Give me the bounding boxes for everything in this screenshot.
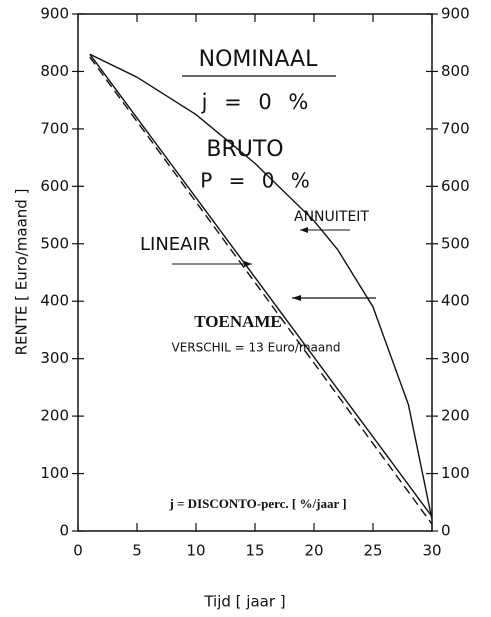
y-tick-label: 800 [40,62,69,80]
y2-tick-label: 200 [441,407,470,425]
annotation: LINEAIR [140,234,210,255]
y-tick-label: 600 [40,177,69,195]
annotation: VERSCHIL = 13 Euro/maand [171,341,340,355]
y2-tick-label: 0 [441,522,451,540]
y-tick-label: 300 [40,349,69,367]
y-tick-label: 700 [40,119,69,137]
y-axis-label: RENTE [ Euro/maand ] [13,189,31,356]
y-tick-label: 0 [59,522,69,540]
y2-tick-label: 100 [441,464,470,482]
x-tick-label: 20 [304,542,323,560]
y-tick-label: 900 [40,5,69,23]
x-axis-label: Tijd [ jaar ] [203,593,285,611]
annotation: P = 0 % [200,169,310,193]
annotation: j = 0 % [201,90,309,114]
y2-tick-label: 400 [441,292,470,310]
annotation: ANNUITEIT [294,209,369,225]
y2-tick-label: 500 [441,234,470,252]
y-tick-label: 500 [40,234,69,252]
annotation: BRUTO [206,137,283,162]
annotation: NOMINAAL [199,47,318,72]
line-solid [89,53,433,518]
y-tick-label: 100 [40,464,69,482]
y2-tick-label: 800 [441,62,470,80]
annotation: j = DISCONTO-perc. [ %/jaar ] [168,496,346,511]
x-tick-label: 25 [363,542,382,560]
y2-tick-label: 600 [441,177,470,195]
arrow-head [292,295,301,301]
x-tick-label: 15 [245,542,264,560]
arrow-head [300,227,308,233]
y2-tick-label: 900 [441,5,470,23]
y2-tick-label: 700 [441,119,470,137]
y-tick-label: 200 [40,407,69,425]
line-dashed [89,56,433,525]
arrow-head [244,261,252,267]
y2-tick-label: 300 [441,349,470,367]
annotation: TOENAME [194,312,282,331]
x-tick-label: 10 [186,542,205,560]
x-tick-label: 5 [132,542,142,560]
line-solid [89,53,433,520]
y-tick-label: 400 [40,292,69,310]
x-tick-label: 30 [422,542,441,560]
x-tick-label: 0 [73,542,83,560]
